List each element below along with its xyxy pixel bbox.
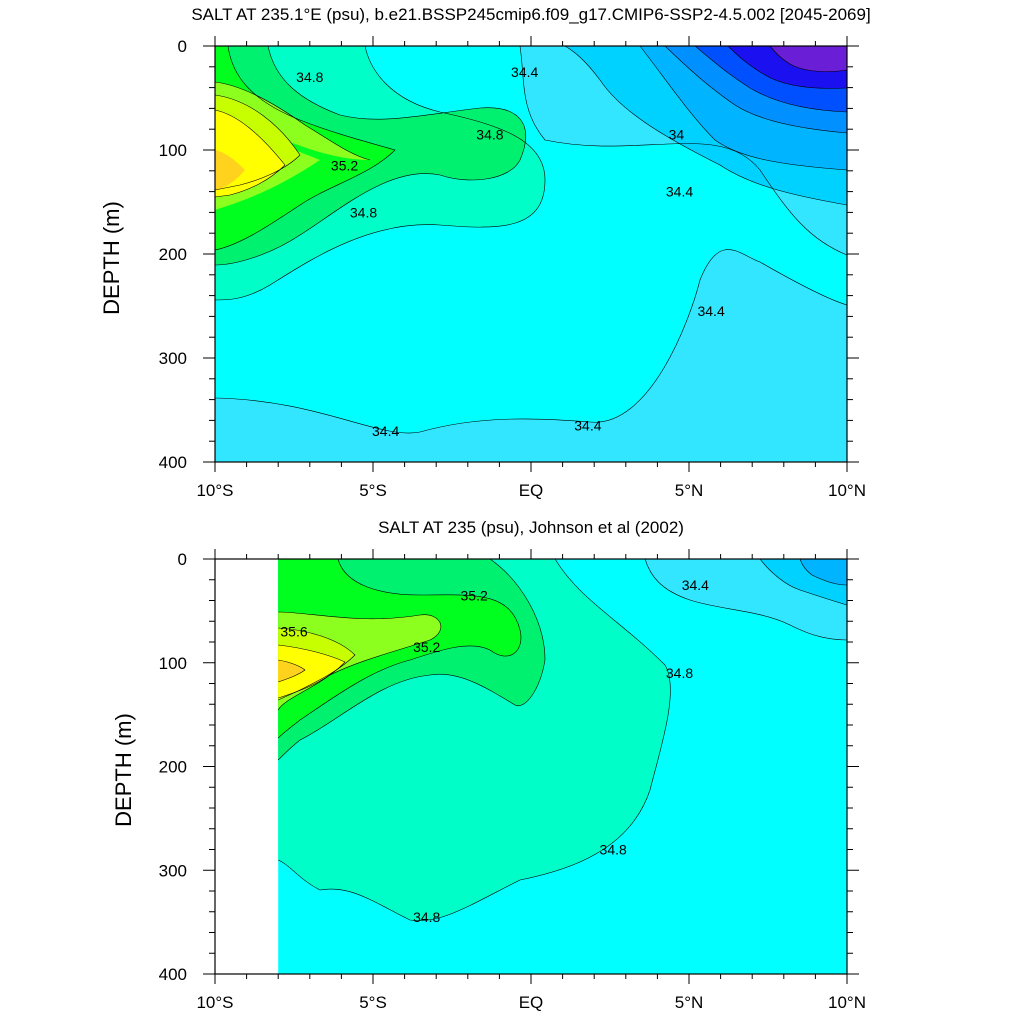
y-tick-label: 200 — [159, 758, 187, 777]
y-tick-label: 100 — [159, 654, 187, 673]
contour-line — [214, 94, 301, 191]
contour-label: 34.4 — [666, 184, 693, 200]
contour-line — [214, 109, 286, 198]
x-tick-label: 5°N — [675, 481, 704, 500]
contour-line — [639, 45, 848, 171]
contour-line — [769, 45, 848, 72]
y-tick-label: 100 — [159, 141, 187, 160]
y-tick-label: 200 — [159, 245, 187, 264]
y-tick-label: 400 — [159, 453, 187, 472]
contour-band — [215, 150, 245, 190]
x-tick-label: EQ — [519, 993, 544, 1012]
contour-label: 34.4 — [511, 64, 538, 80]
contour-line — [214, 81, 371, 161]
contour-label: 35.2 — [413, 639, 440, 655]
contour-label: 34.4 — [682, 577, 709, 593]
top-contour-fills — [215, 46, 847, 462]
x-tick-label: 10°S — [196, 481, 233, 500]
bottom-contour-lines — [277, 558, 848, 922]
contour-line — [278, 644, 346, 699]
contour-line — [664, 45, 848, 134]
contour-label: 34.8 — [476, 126, 503, 142]
y-tick-label: 300 — [159, 349, 187, 368]
contour-line — [564, 45, 848, 206]
contour-line — [277, 611, 442, 711]
contour-label: 34.8 — [600, 842, 627, 858]
contour-label: 34 — [669, 126, 685, 142]
x-tick-label: 10°N — [828, 481, 866, 500]
top-chart-title: SALT AT 235.1°E (psu), b.e21.BSSP245cmip… — [191, 5, 871, 24]
y-tick-label: 400 — [159, 965, 187, 984]
contour-label: 34.4 — [372, 423, 399, 439]
contour-line — [278, 659, 306, 683]
x-tick-label: 5°S — [359, 481, 387, 500]
y-tick-label: 0 — [178, 37, 187, 56]
contour-line — [694, 45, 848, 113]
x-tick-label: 10°S — [196, 993, 233, 1012]
contour-label: 35.2 — [460, 587, 487, 603]
contour-line — [727, 45, 848, 89]
top-contour-lines — [214, 45, 848, 434]
contour-band — [770, 46, 847, 72]
y-tick-label: 0 — [178, 550, 187, 569]
contour-label: 34.4 — [697, 303, 724, 319]
contour-label: 34.8 — [413, 909, 440, 925]
contour-line — [277, 558, 546, 761]
contour-band — [215, 249, 847, 462]
contour-band — [278, 645, 345, 698]
x-tick-label: 10°N — [828, 993, 866, 1012]
contour-band — [278, 660, 305, 682]
contour-line — [277, 558, 522, 739]
contour-label: 35.2 — [331, 158, 358, 174]
contour-line — [214, 45, 526, 266]
contour-band — [800, 559, 847, 585]
contour-line — [278, 558, 671, 922]
contour-band — [215, 46, 395, 250]
x-tick-label: 5°N — [675, 993, 704, 1012]
y-tick-label: 300 — [159, 861, 187, 880]
contour-band — [215, 82, 370, 160]
x-tick-label: EQ — [519, 481, 544, 500]
contour-label: 34.8 — [350, 204, 377, 220]
bottom-chart-title: SALT AT 235 (psu), Johnson et al (2002) — [378, 518, 684, 537]
contour-line — [214, 45, 396, 251]
contour-label: 34.4 — [574, 418, 601, 434]
contour-line — [214, 45, 546, 301]
contour-line — [759, 558, 848, 606]
contour-label: 34.8 — [666, 665, 693, 681]
bottom-contour-fills — [278, 559, 847, 974]
contour-line — [799, 558, 848, 586]
x-tick-label: 5°S — [359, 993, 387, 1012]
contour-line — [644, 558, 848, 641]
contour-label: 34.8 — [296, 69, 323, 85]
contour-label: 35.6 — [280, 624, 307, 640]
contour-line — [278, 627, 356, 701]
